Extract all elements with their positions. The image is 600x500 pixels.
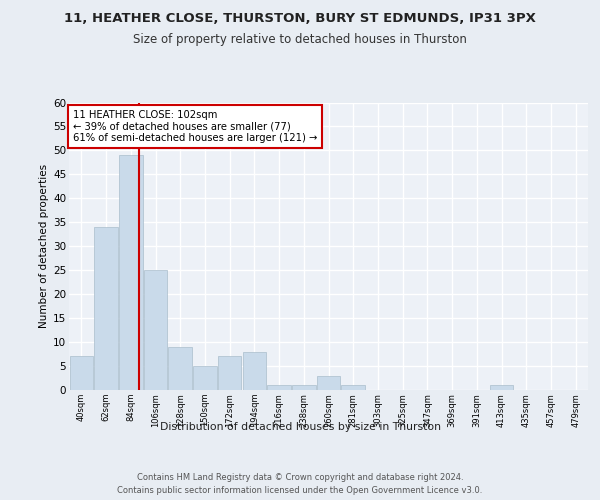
Bar xyxy=(317,376,340,390)
Text: 11 HEATHER CLOSE: 102sqm
← 39% of detached houses are smaller (77)
61% of semi-d: 11 HEATHER CLOSE: 102sqm ← 39% of detach… xyxy=(73,110,317,143)
Text: Distribution of detached houses by size in Thurston: Distribution of detached houses by size … xyxy=(160,422,440,432)
Text: Contains HM Land Registry data © Crown copyright and database right 2024.: Contains HM Land Registry data © Crown c… xyxy=(137,472,463,482)
Bar xyxy=(218,356,241,390)
Bar xyxy=(94,227,118,390)
Bar xyxy=(242,352,266,390)
Bar xyxy=(119,155,143,390)
Y-axis label: Number of detached properties: Number of detached properties xyxy=(39,164,49,328)
Bar xyxy=(144,270,167,390)
Text: Size of property relative to detached houses in Thurston: Size of property relative to detached ho… xyxy=(133,32,467,46)
Text: 11, HEATHER CLOSE, THURSTON, BURY ST EDMUNDS, IP31 3PX: 11, HEATHER CLOSE, THURSTON, BURY ST EDM… xyxy=(64,12,536,26)
Bar xyxy=(70,356,93,390)
Bar xyxy=(169,347,192,390)
Bar xyxy=(268,385,291,390)
Bar xyxy=(292,385,316,390)
Text: Contains public sector information licensed under the Open Government Licence v3: Contains public sector information licen… xyxy=(118,486,482,495)
Bar xyxy=(341,385,365,390)
Bar xyxy=(193,366,217,390)
Bar xyxy=(490,385,513,390)
